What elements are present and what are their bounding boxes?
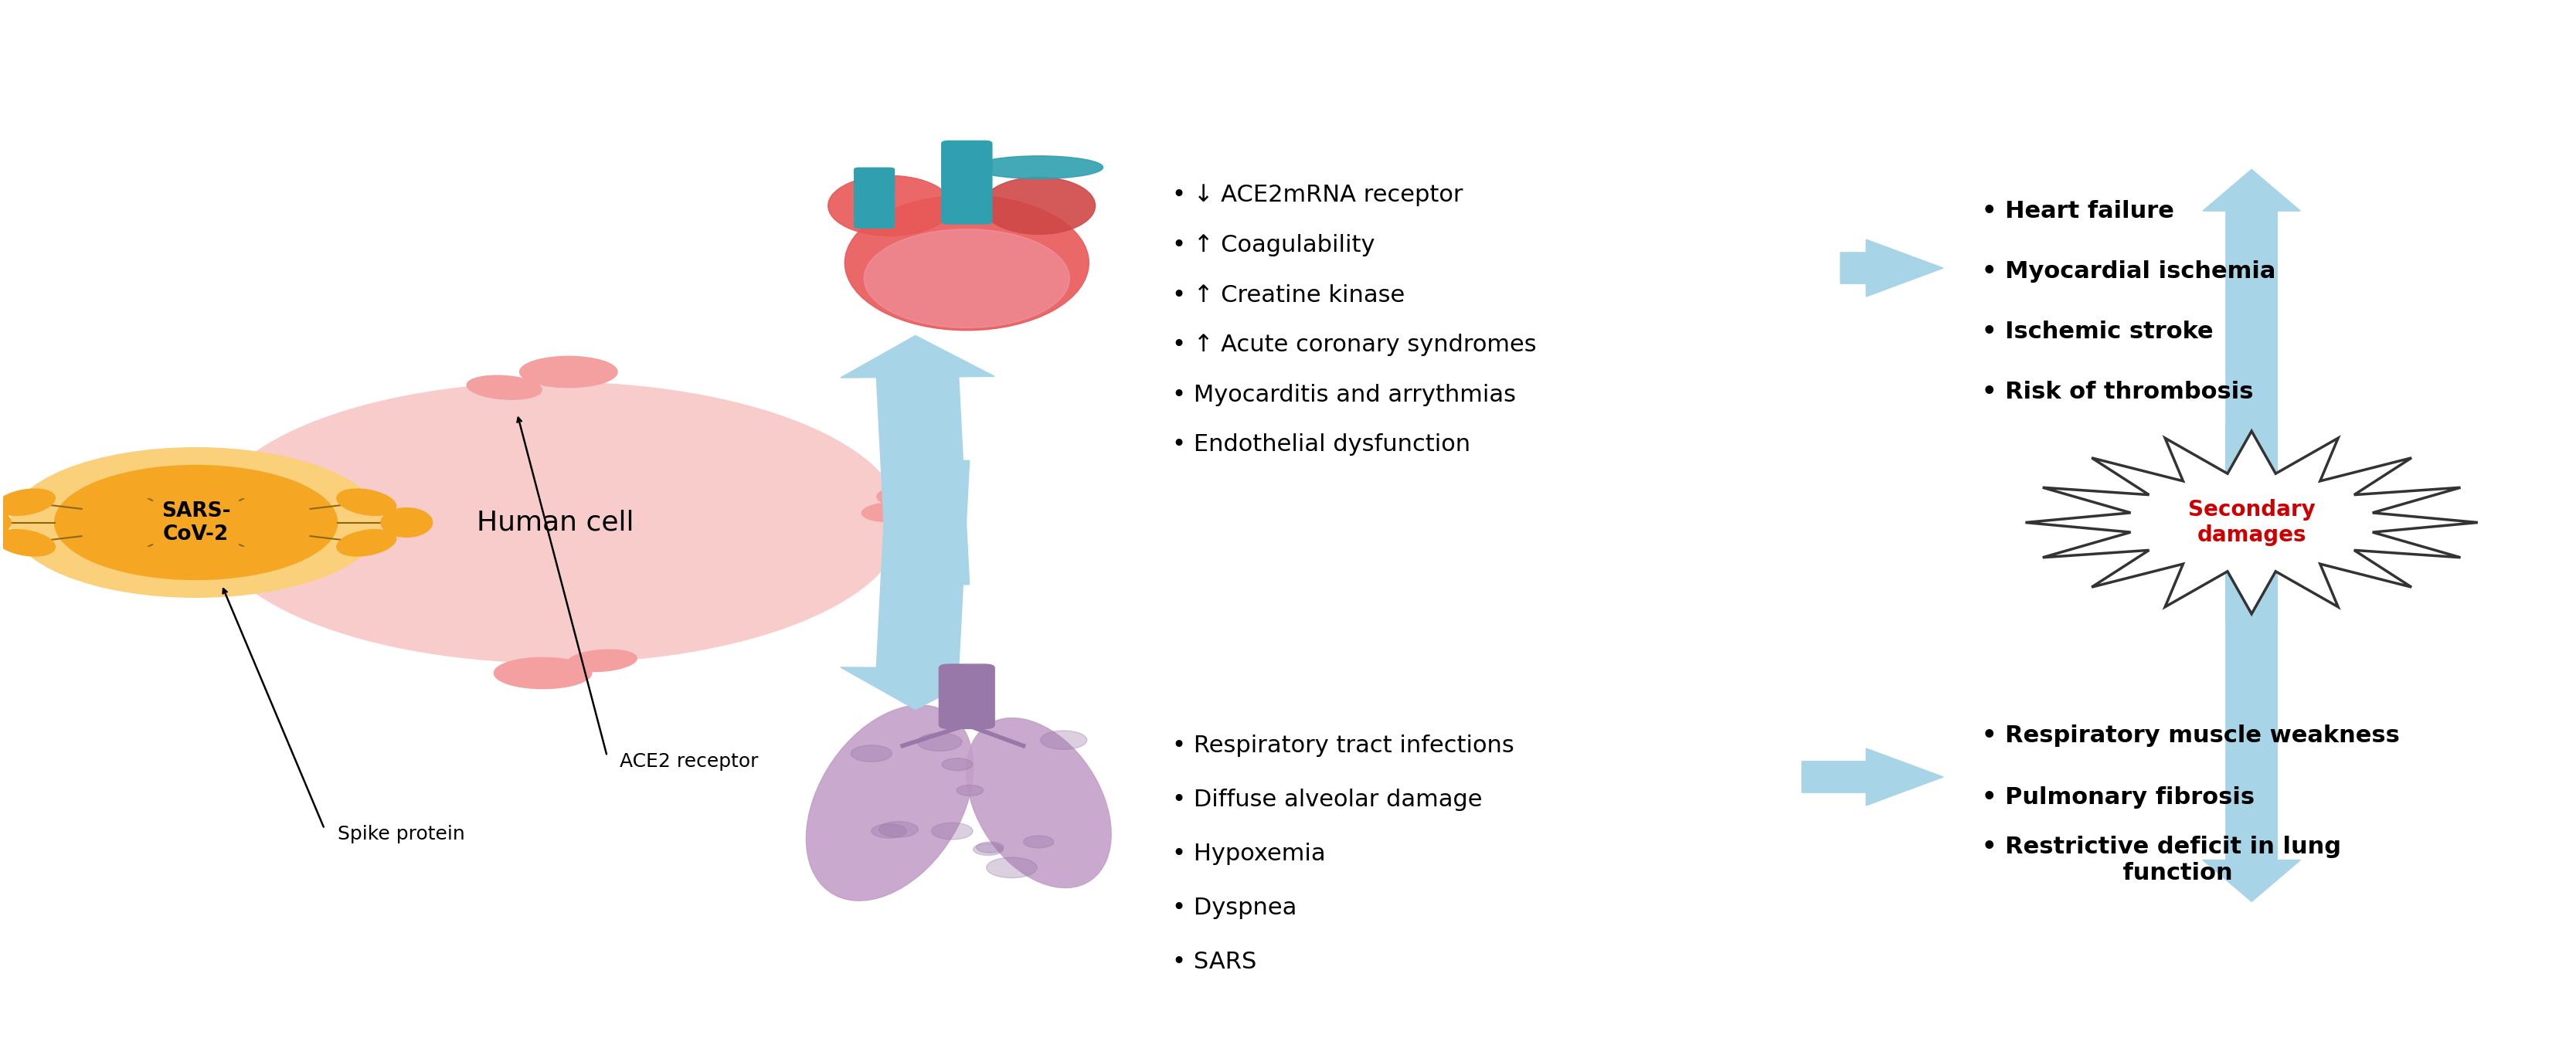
Circle shape xyxy=(956,785,984,796)
Ellipse shape xyxy=(567,650,636,672)
Ellipse shape xyxy=(981,178,1095,234)
Ellipse shape xyxy=(495,657,592,689)
Text: • Respiratory muscle weakness: • Respiratory muscle weakness xyxy=(1981,724,2401,746)
Text: • SARS: • SARS xyxy=(1172,951,1257,973)
Text: • Myocarditis and arrythmias: • Myocarditis and arrythmias xyxy=(1172,384,1517,405)
Circle shape xyxy=(987,857,1038,878)
Text: • Respiratory tract infections: • Respiratory tract infections xyxy=(1172,735,1515,757)
Text: ACE2 receptor: ACE2 receptor xyxy=(621,752,757,770)
Text: • Diffuse alveolar damage: • Diffuse alveolar damage xyxy=(1172,789,1484,811)
Ellipse shape xyxy=(520,356,618,388)
Polygon shape xyxy=(840,460,994,710)
Ellipse shape xyxy=(337,530,397,556)
Ellipse shape xyxy=(876,485,953,508)
Text: • Myocardial ischemia: • Myocardial ischemia xyxy=(1981,260,2275,282)
Text: • Endothelial dysfunction: • Endothelial dysfunction xyxy=(1172,434,1471,456)
Ellipse shape xyxy=(381,508,433,537)
Circle shape xyxy=(974,843,1002,856)
Text: Spike protein: Spike protein xyxy=(337,825,464,843)
FancyBboxPatch shape xyxy=(853,167,894,229)
Text: • Hypoxemia: • Hypoxemia xyxy=(1172,842,1327,865)
Text: • Dyspnea: • Dyspnea xyxy=(1172,897,1298,919)
Circle shape xyxy=(917,733,961,751)
Text: Human cell: Human cell xyxy=(477,509,634,536)
Polygon shape xyxy=(2202,423,2300,902)
Text: SARS-
CoV-2: SARS- CoV-2 xyxy=(162,501,229,544)
Circle shape xyxy=(10,447,381,598)
Circle shape xyxy=(976,842,1005,853)
Circle shape xyxy=(933,822,974,839)
Text: • Heart failure: • Heart failure xyxy=(1981,200,2174,223)
Polygon shape xyxy=(2202,169,2300,622)
Ellipse shape xyxy=(806,705,974,901)
Text: • ↑ Acute coronary syndromes: • ↑ Acute coronary syndromes xyxy=(1172,333,1538,356)
Ellipse shape xyxy=(863,229,1069,328)
FancyBboxPatch shape xyxy=(940,140,992,225)
Circle shape xyxy=(1023,836,1054,847)
Circle shape xyxy=(1041,730,1087,749)
Ellipse shape xyxy=(966,718,1110,888)
Polygon shape xyxy=(2025,432,2478,613)
Ellipse shape xyxy=(466,375,541,399)
Circle shape xyxy=(209,382,902,663)
Text: • ↑ Creatine kinase: • ↑ Creatine kinase xyxy=(1172,284,1404,306)
Text: • ↑ Coagulability: • ↑ Coagulability xyxy=(1172,234,1376,256)
Text: • Pulmonary fibrosis: • Pulmonary fibrosis xyxy=(1981,787,2254,809)
Ellipse shape xyxy=(95,479,165,501)
Ellipse shape xyxy=(227,544,296,566)
Polygon shape xyxy=(1839,239,1942,297)
Ellipse shape xyxy=(974,156,1103,179)
Ellipse shape xyxy=(0,530,54,556)
Ellipse shape xyxy=(95,544,165,566)
Circle shape xyxy=(878,821,917,837)
Circle shape xyxy=(943,759,974,770)
Ellipse shape xyxy=(0,508,10,537)
Text: • ↓ ACE2mRNA receptor: • ↓ ACE2mRNA receptor xyxy=(1172,184,1463,207)
Ellipse shape xyxy=(337,489,397,515)
Polygon shape xyxy=(840,335,994,585)
Ellipse shape xyxy=(827,176,951,236)
Circle shape xyxy=(54,465,337,580)
Text: Secondary
damages: Secondary damages xyxy=(2187,500,2316,545)
Circle shape xyxy=(850,745,891,762)
Ellipse shape xyxy=(227,479,296,501)
Ellipse shape xyxy=(0,489,54,515)
Text: • Restrictive deficit in lung
    function: • Restrictive deficit in lung function xyxy=(1981,836,2342,884)
Circle shape xyxy=(871,823,907,838)
Polygon shape xyxy=(1803,748,1942,806)
FancyBboxPatch shape xyxy=(938,664,994,729)
Text: • Risk of thrombosis: • Risk of thrombosis xyxy=(1981,380,2254,402)
Ellipse shape xyxy=(845,195,1090,330)
Text: • Ischemic stroke: • Ischemic stroke xyxy=(1981,320,2213,343)
Ellipse shape xyxy=(863,503,917,521)
